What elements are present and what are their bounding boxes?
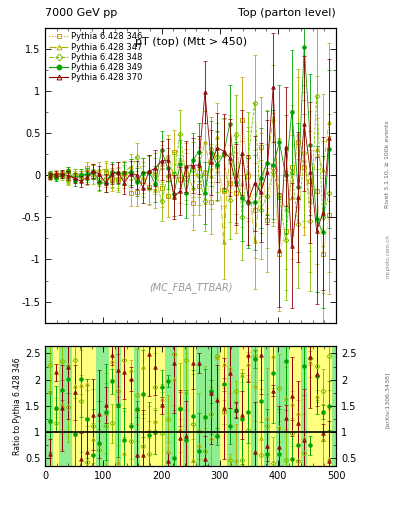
- Bar: [84, 346, 90, 466]
- Bar: [214, 346, 220, 466]
- Bar: [301, 346, 307, 466]
- Bar: [307, 346, 314, 466]
- Bar: [171, 346, 177, 466]
- Text: (MC_FBA_TTBAR): (MC_FBA_TTBAR): [149, 282, 232, 293]
- Bar: [146, 346, 152, 466]
- Text: 7000 GeV pp: 7000 GeV pp: [45, 8, 118, 18]
- Bar: [165, 346, 171, 466]
- Bar: [115, 346, 121, 466]
- Bar: [239, 346, 245, 466]
- Y-axis label: Ratio to Pythia 6.428 346: Ratio to Pythia 6.428 346: [13, 357, 22, 455]
- Bar: [134, 346, 140, 466]
- Bar: [208, 346, 214, 466]
- Bar: [53, 346, 59, 466]
- Text: Top (parton level): Top (parton level): [238, 8, 336, 18]
- Bar: [289, 346, 295, 466]
- Bar: [90, 346, 96, 466]
- Bar: [189, 346, 196, 466]
- Bar: [220, 346, 227, 466]
- Bar: [276, 346, 283, 466]
- Bar: [158, 346, 165, 466]
- Bar: [152, 346, 158, 466]
- Bar: [252, 346, 258, 466]
- Bar: [227, 346, 233, 466]
- Bar: [233, 346, 239, 466]
- Bar: [314, 346, 320, 466]
- Bar: [72, 346, 78, 466]
- Bar: [121, 346, 127, 466]
- Legend: Pythia 6.428 346, Pythia 6.428 347, Pythia 6.428 348, Pythia 6.428 349, Pythia 6: Pythia 6.428 346, Pythia 6.428 347, Pyth…: [48, 31, 144, 84]
- Bar: [96, 346, 103, 466]
- Bar: [59, 346, 65, 466]
- Bar: [103, 346, 109, 466]
- Text: pT (top) (Mtt > 450): pT (top) (Mtt > 450): [134, 37, 247, 47]
- Bar: [127, 346, 134, 466]
- Bar: [109, 346, 115, 466]
- Bar: [295, 346, 301, 466]
- Bar: [320, 346, 326, 466]
- Bar: [270, 346, 276, 466]
- Bar: [47, 346, 53, 466]
- Text: Rivet 3.1.10, ≥ 100k events: Rivet 3.1.10, ≥ 100k events: [385, 120, 389, 208]
- Bar: [196, 346, 202, 466]
- Bar: [264, 346, 270, 466]
- Bar: [326, 346, 332, 466]
- Bar: [140, 346, 146, 466]
- Bar: [78, 346, 84, 466]
- Bar: [258, 346, 264, 466]
- Bar: [245, 346, 252, 466]
- Bar: [202, 346, 208, 466]
- Bar: [65, 346, 72, 466]
- Bar: [283, 346, 289, 466]
- Bar: [183, 346, 189, 466]
- Text: [arXiv:1306.3438]: [arXiv:1306.3438]: [385, 371, 389, 428]
- Bar: [177, 346, 183, 466]
- Text: mcplots.cern.ch: mcplots.cern.ch: [386, 234, 391, 278]
